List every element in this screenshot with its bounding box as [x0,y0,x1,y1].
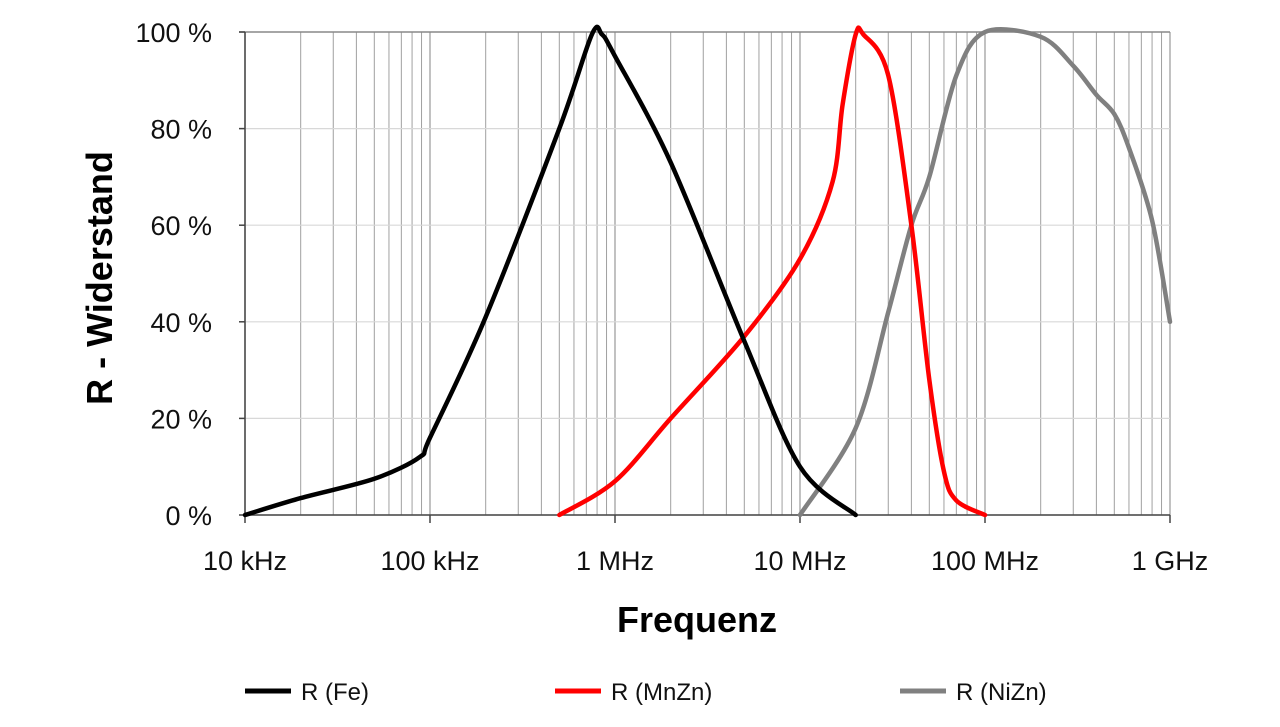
x-tick-label: 100 kHz [380,546,479,576]
y-tick-label: 0 % [165,501,212,531]
x-tick-label: 100 MHz [931,546,1039,576]
x-tick-label: 10 kHz [203,546,287,576]
y-tick-label: 40 % [150,308,212,338]
legend-item: R (MnZn) [555,679,712,706]
x-tick-label: 10 MHz [753,546,846,576]
y-tick-label: 100 % [135,18,212,48]
y-tick-label: 60 % [150,211,212,241]
tick-labels: 10 kHz 100 kHz 1 MHz 10 MHz 100 MHz 1 GHz 0 % 2… [135,18,1208,576]
y-tick-label: 20 % [150,404,212,434]
legend: R (Fe) R (MnZn) R (NiZn) [245,679,1047,706]
x-tick-label: 1 GHz [1132,546,1209,576]
series-line-r-nizn [797,27,1173,518]
x-axis-label: Frequenz [617,599,777,640]
x-tick-label: 1 MHz [576,546,654,576]
legend-label: R (MnZn) [611,679,712,706]
legend-item: R (Fe) [245,679,369,706]
series-line-r-fe [242,24,858,518]
series-lines [242,24,1173,518]
legend-item: R (NiZn) [900,679,1047,706]
y-axis-label: R - Widerstand [79,151,120,405]
legend-label: R (NiZn) [956,679,1047,706]
grid [239,31,1171,523]
legend-label: R (Fe) [301,679,369,706]
series-line-r-mnzn [557,25,988,518]
y-tick-label: 80 % [150,115,212,145]
